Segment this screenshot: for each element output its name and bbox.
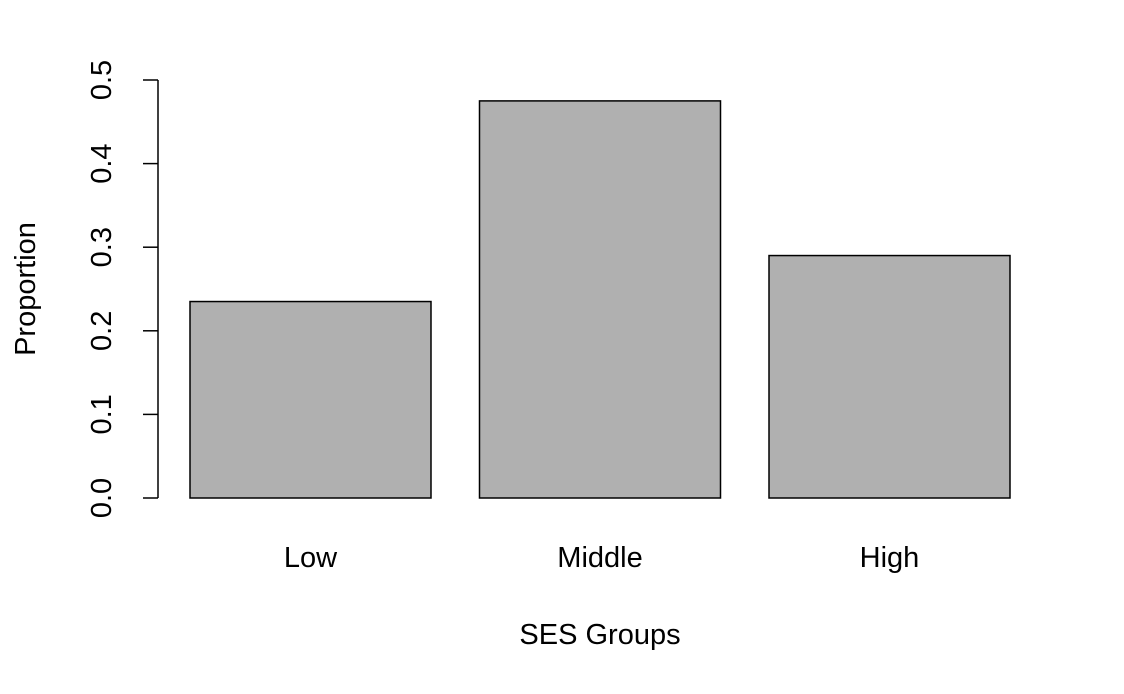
y-axis-title: Proportion bbox=[10, 222, 42, 356]
y-tick-label: 0.1 bbox=[86, 394, 118, 434]
bar-high bbox=[768, 254, 1011, 499]
y-tick-label: 0.0 bbox=[86, 478, 118, 518]
bar-low bbox=[189, 300, 432, 499]
x-tick-label: High bbox=[860, 542, 920, 574]
y-tick-label: 0.3 bbox=[86, 227, 118, 267]
y-tick-group: 0.0 0.1 0.2 0.3 0.4 0.5 bbox=[86, 60, 158, 518]
bar-middle bbox=[478, 100, 722, 499]
y-tick-label: 0.2 bbox=[86, 311, 118, 351]
x-tick-label: Middle bbox=[557, 542, 642, 574]
y-tick-label: 0.5 bbox=[86, 60, 118, 100]
x-axis-title: SES Groups bbox=[519, 619, 680, 651]
bars-group bbox=[189, 100, 1011, 499]
x-tick-label: Low bbox=[284, 542, 338, 574]
x-tick-label-group: Low Middle High bbox=[284, 542, 919, 574]
y-tick-label: 0.4 bbox=[86, 143, 118, 183]
